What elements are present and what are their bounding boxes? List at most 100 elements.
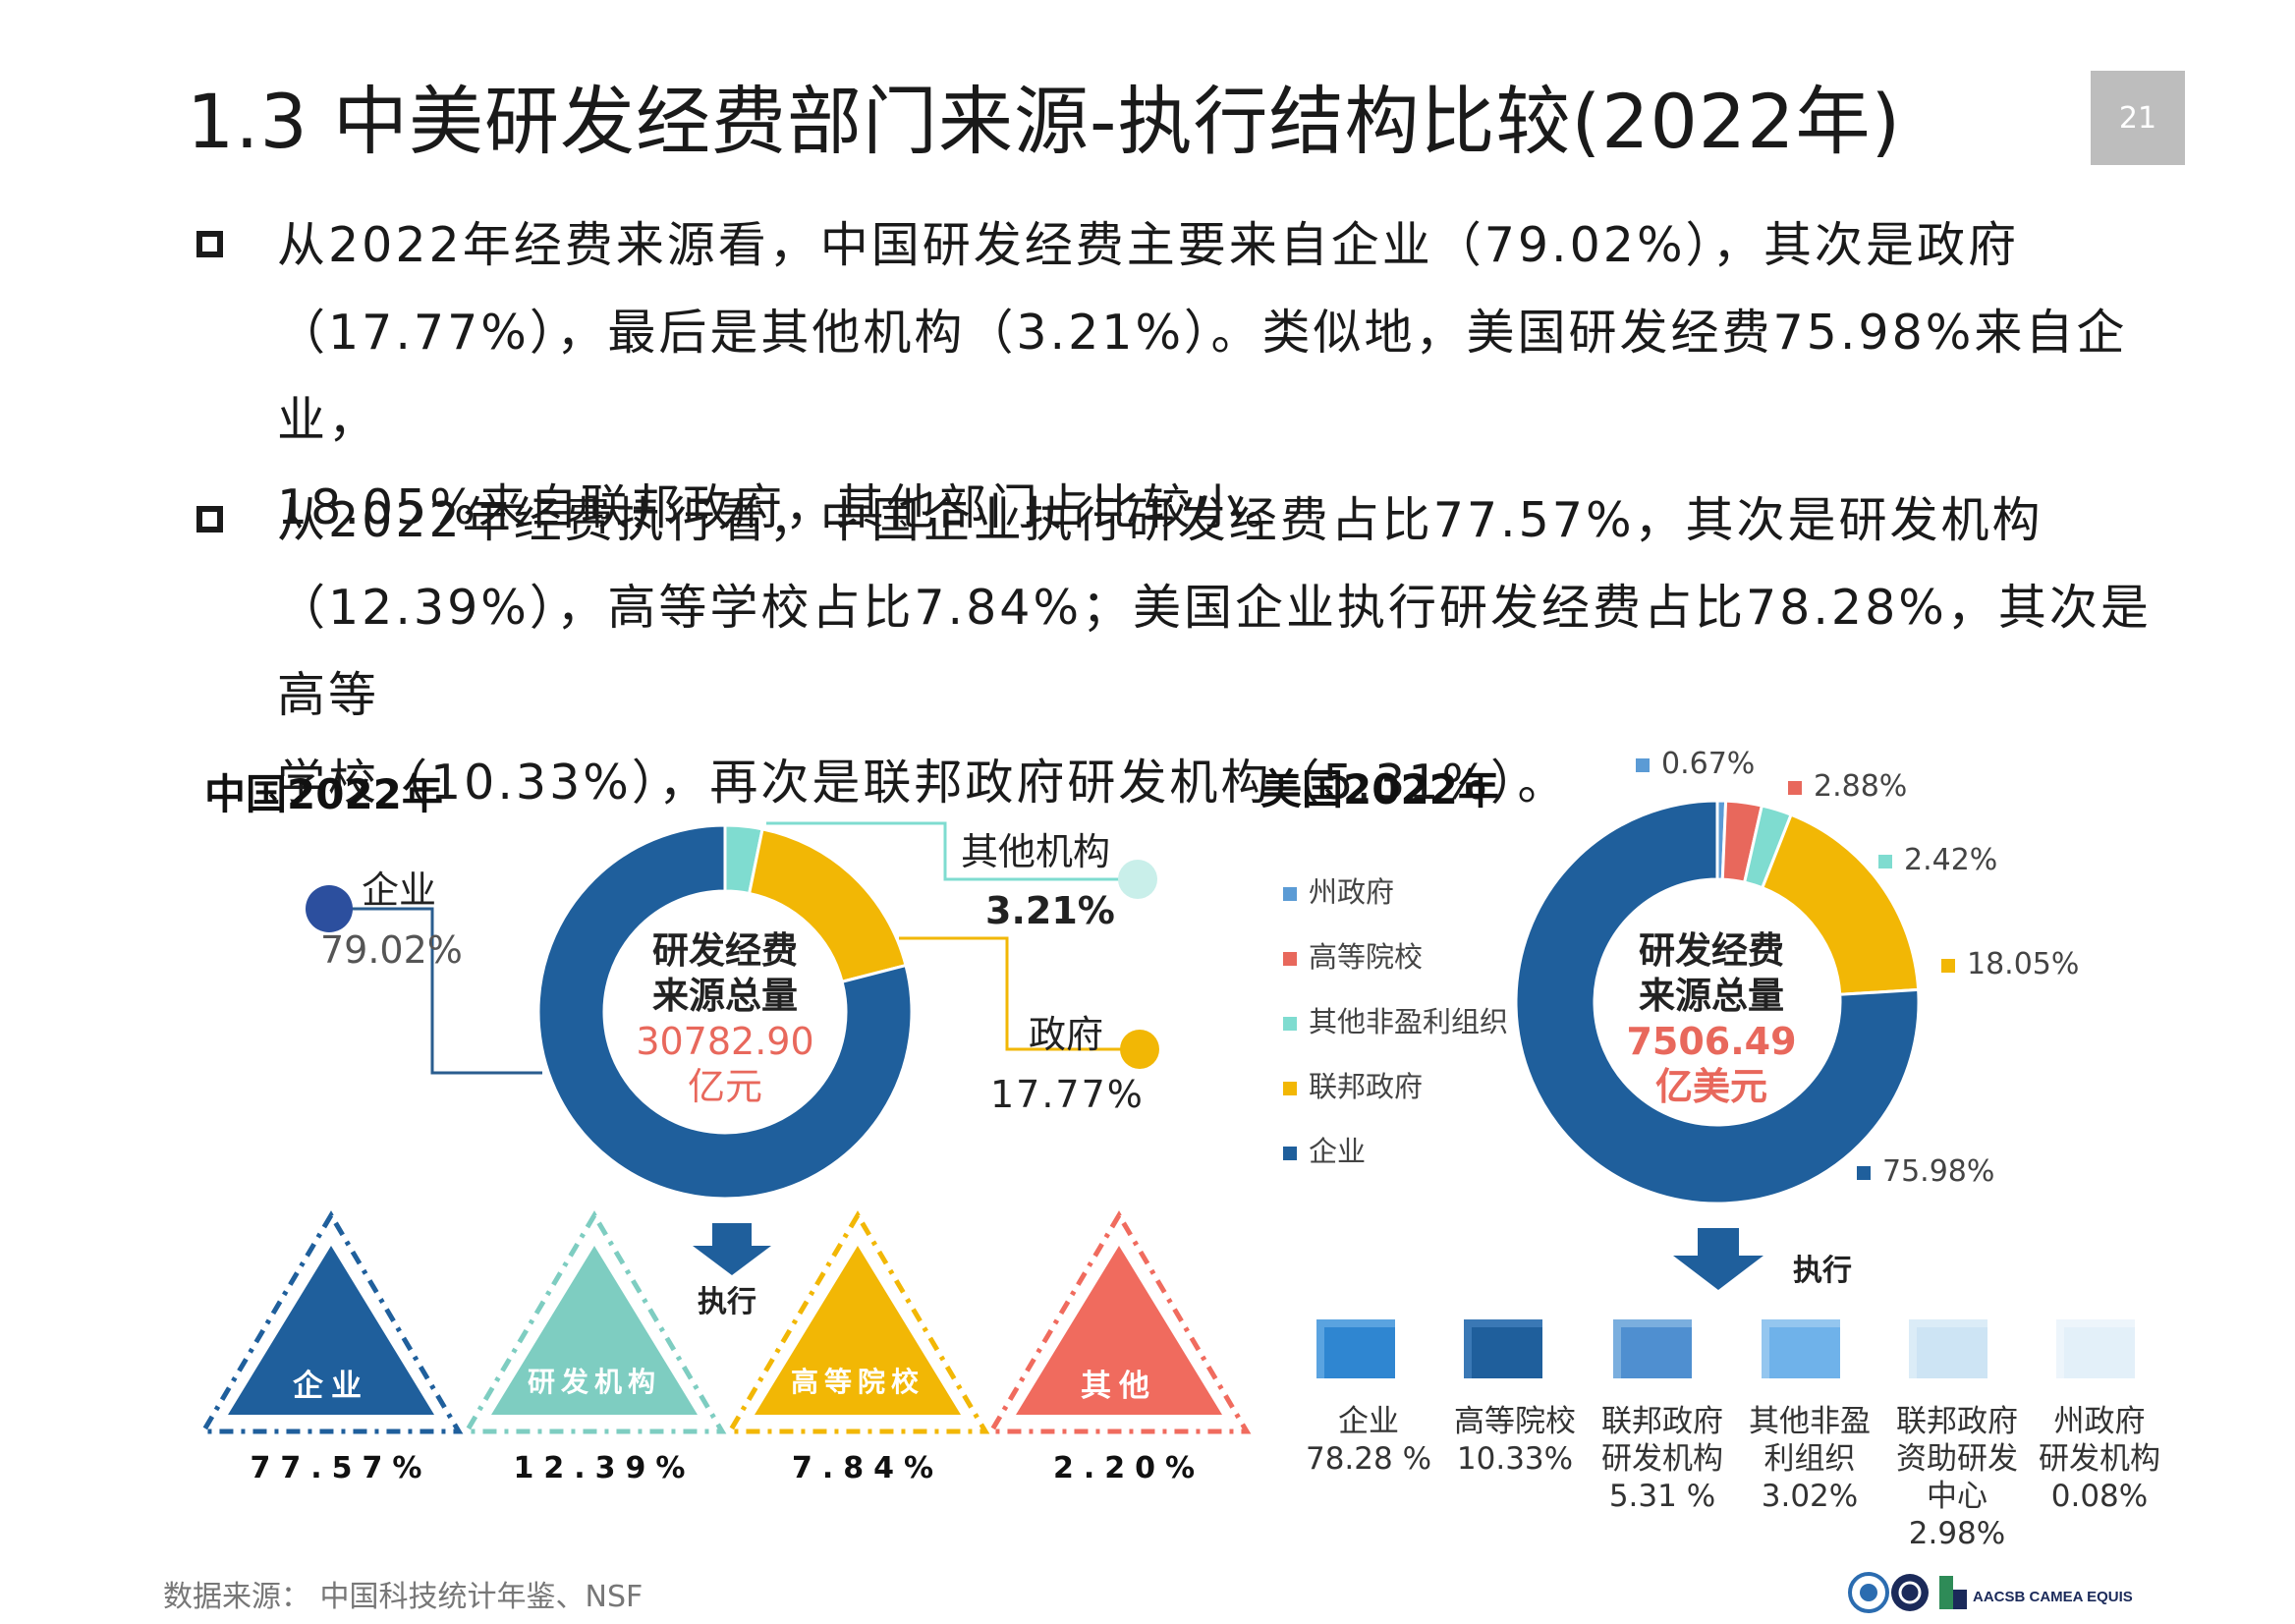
china-gov-pct: 17.77%: [990, 1073, 1145, 1116]
china-other-label: 其他机构: [961, 830, 1111, 873]
china-gov-connector: [899, 936, 1128, 1051]
usa-exec-label-1: 企业 78.28 %: [1295, 1403, 1442, 1478]
usa-exec-1-line2: 78.28 %: [1305, 1441, 1432, 1477]
china-triangle-outline-1: [198, 1210, 464, 1434]
usa-pct-univ-value: 2.88%: [1814, 769, 1908, 804]
usa-pct-enterprise-value: 75.98%: [1882, 1154, 1995, 1189]
china-enterprise-label: 企业: [362, 868, 437, 912]
usa-exec-label-3: 联邦政府 研发机构 5.31 %: [1589, 1403, 1736, 1515]
china-execute-label: 执行: [698, 1285, 756, 1319]
china-other-dot: [1118, 860, 1157, 899]
china-center-line1: 研发经费: [652, 929, 798, 972]
usa-exec-label-5: 联邦政府 资助研发 中心 2.98%: [1883, 1403, 2031, 1552]
legend-square-icon: [1636, 757, 1650, 772]
usa-exec-2-line1: 高等院校: [1454, 1404, 1576, 1439]
legend-square-icon: [1857, 1165, 1871, 1180]
usa-legend-item: 其他非盈利组织: [1283, 999, 1508, 1064]
logos-text: AACSB CAMEA EQUIS: [1973, 1589, 2133, 1605]
china-enterprise-pct: 79.02%: [320, 928, 463, 972]
usa-legend-label-2: 高等院校: [1309, 940, 1424, 974]
china-other-pct: 3.21%: [985, 889, 1115, 932]
china-donut-slice-1: [536, 823, 914, 1201]
paragraph-1-line-1: 从2022年经费来源看，中国研发经费主要来自企业（79.02%），其次是政府: [277, 217, 2020, 273]
legend-square-icon: [1283, 1017, 1297, 1031]
usa-center-line1: 研发经费: [1639, 929, 1784, 972]
paragraph-2-line-3: 学校（10.33%），再次是联邦政府研发机构（5.31%）。: [277, 755, 1569, 811]
china-enterprise-dot: [306, 885, 353, 932]
china-gov-label: 政府: [1029, 1013, 1104, 1056]
china-heading: 中国2022年: [204, 770, 443, 818]
usa-pct-enterprise: 75.98%: [1857, 1154, 1994, 1189]
china-execute-arrow-icon: [693, 1223, 771, 1275]
paragraph-2-line-1: 从2022年经费执行看，中国企业执行研发经费占比77.57%，其次是研发机构: [277, 492, 2043, 548]
paragraph-1-line-2: （17.77%），最后是其他机构（3.21%）。类似地，美国研发经费75.98%…: [277, 305, 2128, 448]
usa-exec-box-3: [1621, 1327, 1692, 1378]
china-triangle-1: [228, 1246, 434, 1415]
usa-exec-2-line2: 10.33%: [1456, 1441, 1574, 1477]
china-tri-label-3: 高等院校: [790, 1366, 924, 1398]
usa-exec-label-4: 其他非盈 利组织 3.02%: [1736, 1403, 1883, 1515]
china-tri-pct-4: 2.20%: [1052, 1451, 1205, 1485]
usa-exec-box-6: [2064, 1327, 2135, 1378]
usa-exec-4-line1: 其他非盈: [1749, 1404, 1871, 1439]
usa-center-unit: 亿美元: [1654, 1065, 1767, 1108]
legend-square-icon: [1788, 780, 1802, 795]
china-tri-pct-1: 77.57%: [250, 1451, 432, 1485]
usa-legend-label-3: 其他非盈利组织: [1309, 1005, 1509, 1038]
school-seal-inner-icon: [1860, 1584, 1877, 1601]
usa-execute-label: 执行: [1793, 1254, 1852, 1288]
usa-legend-item: 州政府: [1283, 869, 1508, 934]
china-enterprise-connector: [329, 907, 542, 1075]
usa-exec-4-line2: 利组织: [1763, 1441, 1856, 1477]
usa-donut-slice-5: [1514, 799, 1921, 1205]
china-gov-dot: [1120, 1030, 1159, 1069]
china-tri-pct-2: 12.39%: [513, 1451, 696, 1485]
usa-exec-1-line1: 企业: [1338, 1404, 1399, 1439]
usa-exec-label-2: 高等院校 10.33%: [1441, 1403, 1589, 1478]
paragraph-1: 从2022年经费来源看，中国研发经费主要来自企业（79.02%），其次是政府 （…: [196, 201, 2152, 551]
usa-exec-6-line1: 州政府: [2053, 1404, 2146, 1439]
usa-exec-box-2: [1472, 1327, 1542, 1378]
china-triangle-outline-2: [462, 1210, 727, 1434]
square-bullet-icon: [196, 231, 223, 257]
paragraph-2: 从2022年经费执行看，中国企业执行研发经费占比77.57%，其次是研发机构 （…: [196, 476, 2152, 826]
university-seal-inner-icon: [1898, 1581, 1922, 1604]
usa-center-value: 7506.49: [1626, 1020, 1797, 1063]
usa-pct-nonprofit-value: 2.42%: [1904, 843, 1998, 877]
china-triangle-outline-4: [986, 1210, 1252, 1434]
legend-square-icon: [1283, 1082, 1297, 1095]
legend-square-icon: [1283, 887, 1297, 901]
usa-exec-3-line2: 研发机构: [1601, 1441, 1723, 1477]
usa-pct-nonprofit: 2.42%: [1878, 843, 1997, 877]
usa-exec-6-line3: 0.08%: [2050, 1479, 2149, 1514]
usa-legend-label-5: 企业: [1309, 1135, 1367, 1168]
university-seal-icon: [1891, 1574, 1929, 1611]
china-triangle-outline-3: [725, 1210, 990, 1434]
usa-pct-univ: 2.88%: [1788, 769, 1907, 804]
accreditation-logos: AACSB CAMEA EQUIS: [1848, 1572, 2133, 1613]
usa-exec-5-line1: 联邦政府: [1896, 1404, 2018, 1439]
china-center-unit: 亿元: [687, 1065, 762, 1108]
china-triangle-2: [491, 1246, 698, 1415]
aacsb-mark-icon-2: [1953, 1590, 1967, 1609]
usa-legend-item: 企业: [1283, 1129, 1508, 1194]
usa-center-line2: 来源总量: [1639, 975, 1784, 1017]
usa-exec-5-line4: 2.98%: [1908, 1516, 2006, 1551]
school-seal-icon: [1848, 1572, 1889, 1613]
aacsb-mark-icon: [1939, 1576, 1953, 1609]
legend-square-icon: [1941, 958, 1955, 973]
usa-legend-item: 联邦政府: [1283, 1064, 1508, 1129]
data-source: 数据来源： 中国科技统计年鉴、NSF: [163, 1580, 644, 1614]
china-triangle-3: [755, 1246, 961, 1415]
usa-pct-federal: 18.05%: [1941, 947, 2079, 981]
usa-heading: 美国2022年: [1260, 765, 1499, 813]
page-title: 1.3 中美研发经费部门来源-执行结构比较(2022年): [187, 78, 1902, 165]
legend-square-icon: [1283, 1147, 1297, 1160]
page-number: 21: [2091, 71, 2185, 165]
china-triangle-4: [1016, 1246, 1222, 1415]
usa-exec-box-5: [1917, 1327, 1987, 1378]
usa-center-text: 研发经费 来源总量 7506.49 亿美元: [1584, 928, 1839, 1109]
china-center-line2: 来源总量: [652, 975, 798, 1017]
china-tri-label-4: 其他: [1081, 1369, 1157, 1404]
